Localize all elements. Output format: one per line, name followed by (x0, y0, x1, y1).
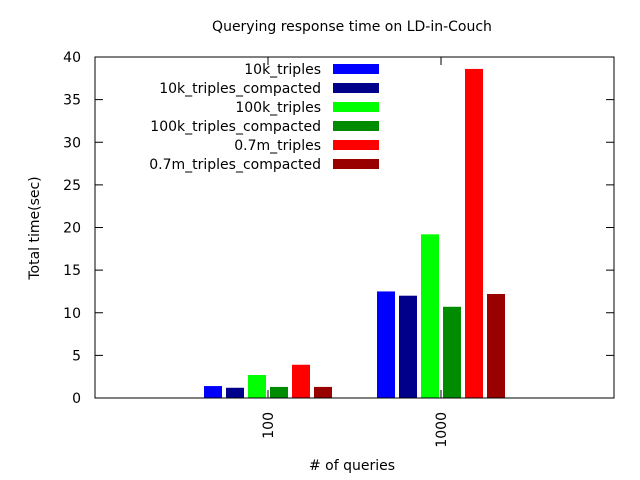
y-tick-label: 15 (63, 263, 81, 279)
x-tick-labels: 100 1000 (261, 412, 450, 448)
legend-swatch (333, 121, 379, 131)
y-tick-labels: 0 5 10 15 20 25 30 35 40 (63, 50, 81, 407)
legend-label: 100k_triples (235, 100, 321, 116)
legend-swatch (333, 140, 379, 150)
y-tick-label: 35 (63, 93, 81, 109)
legend-label: 0.7m_triples (234, 138, 321, 154)
x-axis-label: # of queries (309, 458, 395, 474)
y-axis-label: Total time(sec) (27, 176, 43, 280)
bar-10k_triples_compacted-1000 (399, 295, 417, 398)
y-tick-label: 25 (63, 178, 81, 194)
chart-title: Querying response time on LD-in-Couch (212, 19, 492, 35)
y-tick-label: 0 (72, 391, 81, 407)
plot-frame (94, 56, 615, 399)
legend-swatch (333, 83, 379, 93)
y-tick-label: 20 (63, 221, 81, 237)
bar-100k_triples_compacted-1000 (443, 306, 461, 398)
x-tick-label: 1000 (434, 412, 450, 448)
bar-0.7m_triples-1000 (465, 68, 483, 398)
bars (204, 68, 505, 398)
bar-0.7m_triples_compacted-100 (314, 386, 332, 398)
y-tick-label: 10 (63, 306, 81, 322)
bar-100k_triples_compacted-100 (270, 386, 288, 398)
y-tick-label: 5 (72, 348, 81, 364)
bar-10k_triples-1000 (377, 291, 395, 398)
bar-10k_triples-100 (204, 386, 222, 398)
bar-0.7m_triples-100 (292, 364, 310, 398)
x-tick-label: 100 (261, 412, 277, 439)
legend: 10k_triples 10k_triples_compacted 100k_tri… (149, 62, 379, 173)
legend-swatch (333, 102, 379, 112)
bar-100k_triples-1000 (421, 234, 439, 398)
bar-0.7m_triples_compacted-1000 (487, 293, 505, 398)
legend-label: 0.7m_triples_compacted (149, 157, 321, 173)
y-tick-label: 40 (63, 50, 81, 66)
bar-10k_triples_compacted-100 (226, 387, 244, 398)
legend-label: 100k_triples_compacted (150, 119, 321, 135)
legend-label: 10k_triples_compacted (159, 81, 321, 97)
bar-100k_triples-100 (248, 374, 266, 398)
y-tick-label: 30 (63, 135, 81, 151)
legend-label: 10k_triples (244, 62, 321, 78)
legend-swatch (333, 64, 379, 74)
legend-swatch (333, 159, 379, 169)
